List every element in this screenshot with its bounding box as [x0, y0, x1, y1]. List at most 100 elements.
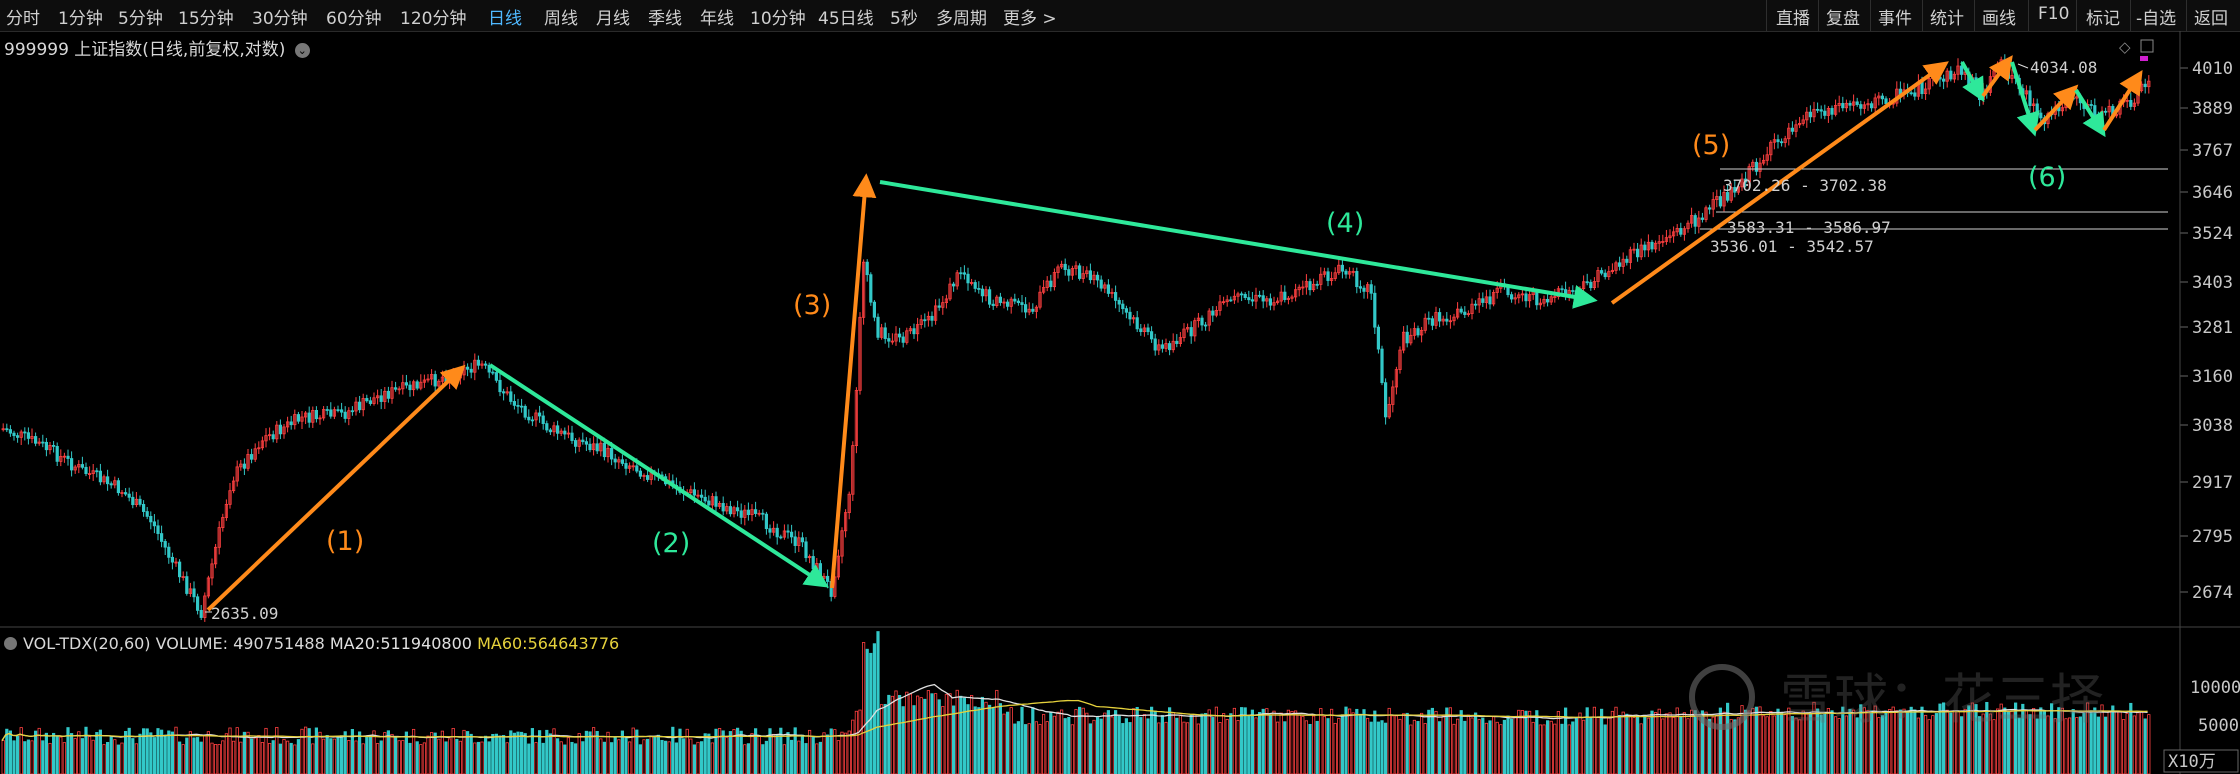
candle-body — [2032, 103, 2036, 107]
candle-body — [1528, 294, 1532, 302]
review-button[interactable]: 复盘 — [1826, 9, 1860, 29]
volume-bar — [397, 740, 401, 774]
price-axis-label: 3160 — [2192, 367, 2233, 387]
volume-bar — [1283, 721, 1287, 774]
candle-body — [1344, 270, 1348, 275]
indicator-name[interactable]: VOL-TDX(20,60) — [23, 634, 151, 653]
candle-body — [1276, 300, 1280, 304]
volume-bar — [1542, 724, 1546, 774]
volume-bar — [790, 739, 794, 774]
volume-bar — [2125, 713, 2129, 774]
candle-body — [563, 430, 567, 435]
candle-body — [1420, 329, 1424, 336]
volume-bar — [782, 744, 787, 774]
candle-body — [793, 536, 797, 546]
volume-indicator-line: VOL-TDX(20,60) VOLUME: 490751488 MA20:51… — [4, 634, 619, 653]
period-tab[interactable]: 5分钟 — [118, 9, 163, 29]
candle-body — [779, 536, 783, 539]
period-tab[interactable]: 30分钟 — [252, 9, 308, 29]
volume-bar — [1200, 713, 1204, 774]
volume-bar — [379, 740, 383, 774]
candle-body — [1668, 235, 1672, 239]
candle-body — [1607, 271, 1611, 278]
volume-bar — [95, 732, 99, 774]
draw-lines-button[interactable]: 画线 — [1982, 9, 2016, 29]
period-tab[interactable]: 10分钟 — [750, 9, 806, 29]
period-tab[interactable]: 月线 — [596, 9, 630, 29]
candle-body — [1038, 291, 1042, 308]
f10-button[interactable]: F10 — [2038, 4, 2070, 24]
candle-body — [1409, 334, 1413, 344]
period-tab[interactable]: 120分钟 — [400, 9, 467, 29]
wave-label: (2) — [652, 528, 690, 559]
period-tab[interactable]: 45日线 — [818, 9, 874, 29]
period-tab[interactable]: 1分钟 — [58, 9, 103, 29]
volume-bar — [664, 740, 668, 774]
volume-bar — [1492, 716, 1496, 774]
candle-body — [1128, 311, 1132, 320]
volume-bar — [91, 739, 95, 774]
volume-bar — [440, 730, 445, 774]
candle-body — [1841, 103, 1845, 109]
candle-body — [1308, 281, 1312, 291]
candle-body — [1481, 298, 1485, 303]
volume-bar — [710, 742, 715, 774]
volume-bar — [898, 695, 902, 774]
candle-body — [1002, 301, 1006, 304]
candle-body — [2089, 104, 2093, 106]
candle-body — [1675, 228, 1679, 233]
candle-body — [646, 475, 650, 480]
chevron-down-circle-icon[interactable] — [4, 637, 17, 650]
period-tab[interactable]: 年线 — [700, 9, 734, 29]
volume-bar — [901, 706, 905, 774]
chevron-down-circle-icon[interactable]: ⌄ — [294, 43, 310, 58]
volume-bar — [966, 704, 970, 774]
candle-body — [1765, 154, 1769, 161]
volume-bar — [1074, 709, 1078, 774]
volume-bar — [199, 741, 203, 774]
volume-bar — [70, 733, 74, 774]
volume-bar — [1567, 724, 1571, 774]
volume-bar — [667, 741, 671, 774]
candle-body — [1870, 103, 1874, 109]
candle-body — [1146, 327, 1150, 333]
candle-body — [1844, 102, 1848, 109]
symbol-title[interactable]: 999999 上证指数(日线,前复权,对数) ⌄ — [4, 35, 310, 60]
volume-bar — [1632, 717, 1636, 774]
live-button[interactable]: 直播 — [1776, 9, 1810, 29]
candle-body — [213, 546, 218, 565]
events-button[interactable]: 事件 — [1878, 9, 1912, 29]
candle-body — [901, 336, 905, 343]
gap-label: 3702.26 - 3702.38 — [1723, 176, 1887, 195]
period-tab[interactable]: 周线 — [544, 9, 578, 29]
period-tab[interactable]: 分时 — [6, 9, 40, 29]
volume-bar — [1495, 721, 1499, 774]
candle-body — [246, 454, 250, 469]
mark-button[interactable]: 标记 — [2086, 9, 2120, 29]
volume-bar — [1456, 718, 1460, 774]
back-button[interactable]: 返回 — [2194, 9, 2228, 29]
volume-bar — [1056, 711, 1060, 774]
candle-body — [1232, 295, 1236, 301]
period-tab-active[interactable]: 日线 — [488, 9, 522, 29]
period-tab[interactable]: 15分钟 — [178, 9, 234, 29]
more-periods-menu[interactable]: 更多 > — [1003, 9, 1057, 29]
candle-body — [710, 496, 715, 506]
remove-watchlist-button[interactable]: -自选 — [2136, 9, 2177, 29]
candle-body — [757, 512, 761, 515]
diamond-icon[interactable]: ◇ — [2119, 38, 2131, 56]
volume-bar — [1, 740, 5, 774]
divider — [2186, 0, 2187, 31]
volume-bar — [574, 743, 578, 774]
period-tab[interactable]: 季线 — [648, 9, 682, 29]
candle-body — [1542, 298, 1546, 304]
ma60-line — [1, 699, 2148, 741]
statistics-button[interactable]: 统计 — [1930, 9, 1964, 29]
period-tab[interactable]: 多周期 — [936, 9, 987, 29]
volume-bar — [941, 706, 945, 774]
period-tab[interactable]: 5秒 — [890, 9, 918, 29]
panel-toggle-icon[interactable] — [2140, 39, 2154, 53]
candle-body — [84, 466, 88, 475]
period-tab[interactable]: 60分钟 — [326, 9, 382, 29]
